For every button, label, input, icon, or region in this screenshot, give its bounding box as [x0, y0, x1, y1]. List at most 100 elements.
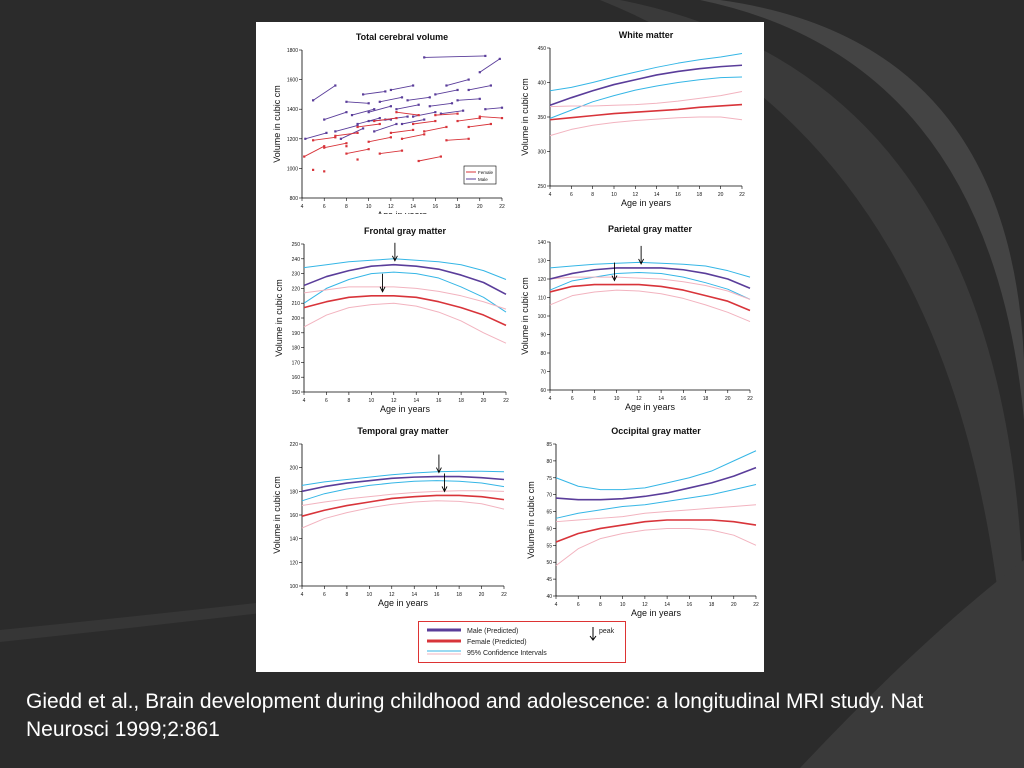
series-line-female-predicted-	[301, 494, 505, 517]
data-point-female	[417, 114, 420, 117]
y-tick-label: 350	[538, 115, 547, 121]
data-point-male	[467, 78, 470, 81]
trajectory-line-male	[335, 125, 358, 132]
x-tick-label: 6	[323, 204, 326, 210]
x-tick-label: 14	[654, 192, 660, 198]
x-tick-label: 10	[366, 204, 372, 210]
series-line-male-ci-upper	[303, 258, 507, 280]
x-axis-label: Age in years	[378, 598, 429, 608]
y-tick-label: 400	[538, 81, 547, 87]
peak-arrowhead-icon	[638, 258, 645, 265]
x-axis-label: Age in years	[625, 402, 676, 412]
data-point-male	[356, 124, 359, 127]
data-point-male	[362, 127, 365, 130]
data-point-female	[395, 111, 398, 114]
y-tick-label: 1800	[287, 48, 298, 54]
data-point-male	[384, 90, 387, 93]
x-tick-label: 22	[499, 204, 505, 210]
x-tick-label: 4	[303, 398, 306, 404]
data-point-male	[373, 108, 376, 111]
data-point-female	[367, 140, 370, 143]
y-tick-label: 180	[292, 346, 301, 352]
y-tick-label: 120	[290, 560, 299, 566]
y-tick-label: 130	[538, 259, 547, 265]
series-line-male-ci-upper	[549, 261, 751, 278]
x-axis-label: Age in years	[377, 210, 428, 214]
data-point-male	[367, 102, 370, 105]
series-line-female-predicted-	[549, 103, 743, 121]
data-point-female	[312, 168, 315, 171]
data-point-male	[395, 122, 398, 126]
data-point-male	[334, 84, 337, 87]
y-axis-label: Volume in cubic cm	[520, 78, 530, 156]
data-point-female	[312, 139, 315, 142]
chart-temporal-gray-matter: Temporal gray matter 4 6 8 10 12 14 16 18 20 22 100…	[272, 426, 507, 608]
x-tick-label: 14	[411, 592, 417, 598]
x-tick-label: 18	[709, 602, 715, 608]
trajectory-line-female	[446, 138, 469, 141]
trajectory-line-male	[390, 85, 414, 91]
x-tick-label: 4	[549, 396, 552, 402]
x-tick-label: 20	[479, 592, 485, 598]
data-point-female	[434, 119, 437, 123]
y-tick-label: 200	[290, 466, 299, 472]
data-point-male	[389, 105, 392, 108]
trajectory-line-female	[374, 117, 397, 122]
trajectory-line-male	[351, 108, 375, 116]
y-tick-label: 190	[292, 331, 301, 337]
series-line-male-predicted-	[555, 466, 757, 501]
data-point-male	[356, 122, 359, 126]
trajectory-line-male	[346, 101, 369, 104]
trajectory-line-male	[446, 79, 469, 86]
trajectory-line-female	[396, 111, 419, 116]
y-tick-label: 100	[290, 584, 299, 590]
series-line-male-predicted-	[301, 475, 505, 493]
data-point-female	[456, 112, 459, 115]
trajectory-line-female	[304, 145, 325, 157]
x-tick-label: 12	[642, 602, 648, 608]
data-point-male	[478, 71, 481, 74]
legend-label-female: Female	[478, 170, 494, 175]
data-point-male	[400, 122, 404, 126]
x-tick-label: 18	[703, 396, 709, 402]
data-point-female	[423, 130, 426, 133]
y-tick-label: 170	[292, 360, 301, 366]
data-point-female	[323, 146, 326, 149]
x-tick-label: 12	[391, 398, 397, 404]
peak-arrowhead-icon	[611, 275, 618, 282]
y-tick-label: 180	[290, 489, 299, 495]
series-line-male-ci-lower	[303, 271, 507, 313]
x-tick-label: 12	[633, 192, 639, 198]
y-tick-label: 55	[546, 543, 552, 549]
series-line-female-ci-upper	[301, 490, 505, 507]
data-point-female	[356, 125, 359, 129]
data-point-male	[456, 99, 459, 102]
data-point-male	[462, 109, 465, 112]
x-tick-label: 8	[345, 204, 348, 210]
series-line-male-predicted-	[303, 263, 507, 296]
trajectory-line-female	[368, 136, 391, 143]
trajectory-line-male	[440, 110, 464, 115]
x-tick-label: 8	[347, 398, 350, 404]
series-line-female-predicted-	[555, 519, 757, 543]
data-point-female	[423, 133, 426, 136]
y-tick-label: 45	[546, 577, 552, 583]
figure-legend: Male (Predicted) Female (Predicted) 95% …	[418, 621, 626, 663]
data-point-male	[312, 99, 315, 102]
y-axis-label: Volume in cubic cm	[520, 277, 530, 355]
y-tick-label: 220	[292, 286, 301, 292]
data-point-male	[498, 57, 501, 60]
y-tick-label: 1200	[287, 137, 298, 143]
data-point-male	[362, 93, 365, 96]
y-tick-label: 1400	[287, 107, 298, 113]
data-point-male	[378, 100, 381, 103]
x-tick-label: 12	[636, 396, 642, 402]
chart-title: Frontal gray matter	[364, 226, 447, 236]
y-tick-label: 40	[546, 594, 552, 600]
series-line-male-ci-lower	[549, 272, 751, 300]
data-point-male	[350, 114, 354, 117]
series-line-female-ci-upper	[303, 286, 507, 310]
peak-arrowhead-icon	[436, 467, 442, 474]
data-point-female	[356, 131, 359, 134]
trajectory-line-male	[363, 90, 386, 95]
